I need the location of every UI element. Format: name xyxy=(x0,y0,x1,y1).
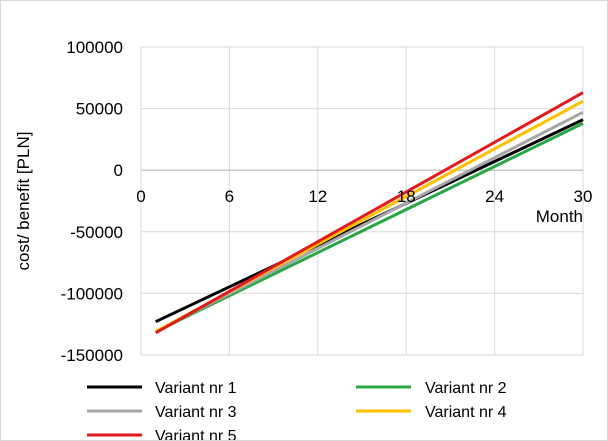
y-tick-label: 100000 xyxy=(66,38,123,57)
y-tick-label: 50000 xyxy=(76,100,123,119)
y-tick-labels: 100000 50000 0 -50000 -100000 -150000 xyxy=(61,38,123,365)
x-tick-label: 6 xyxy=(225,187,234,206)
x-tick-label: 18 xyxy=(397,187,416,206)
y-tick-label: -50000 xyxy=(70,223,123,242)
legend-item-2: Variant nr 2 xyxy=(356,380,507,397)
legend-label: Variant nr 2 xyxy=(425,380,507,397)
legend-item-3: Variant nr 3 xyxy=(87,404,237,421)
legend: Variant nr 1 Variant nr 2 Variant nr 3 Vari… xyxy=(87,380,507,440)
y-axis-title: cost/ benefit [PLN] xyxy=(14,132,33,271)
x-axis-title: Month xyxy=(536,207,583,226)
x-tick-labels: 0 6 12 18 24 30 xyxy=(136,187,592,206)
legend-label: Variant nr 3 xyxy=(155,404,237,421)
y-tick-label: -100000 xyxy=(61,284,123,303)
x-tick-label: 24 xyxy=(485,187,504,206)
series-lines xyxy=(154,91,584,335)
x-tick-label: 30 xyxy=(574,187,593,206)
y-tick-label: -150000 xyxy=(61,346,123,365)
legend-item-4: Variant nr 4 xyxy=(356,404,507,421)
x-tick-label: 0 xyxy=(136,187,145,206)
legend-item-1: Variant nr 1 xyxy=(87,380,237,397)
legend-label: Variant nr 5 xyxy=(155,428,237,440)
legend-item-5: Variant nr 5 xyxy=(87,428,237,440)
y-tick-label: 0 xyxy=(114,161,123,180)
legend-label: Variant nr 1 xyxy=(155,380,237,397)
grid-lines xyxy=(140,46,584,356)
series-line-2 xyxy=(155,122,584,333)
series-line-5 xyxy=(154,91,584,335)
legend-label: Variant nr 4 xyxy=(425,404,507,421)
series-line-3 xyxy=(155,110,584,333)
x-tick-label: 12 xyxy=(308,187,327,206)
